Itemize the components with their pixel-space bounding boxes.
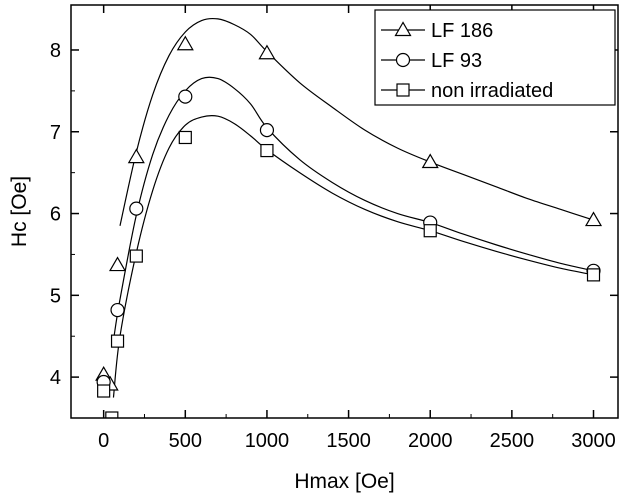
plot-frame <box>70 4 619 419</box>
y-tick-label: 8 <box>50 40 61 62</box>
legend-marker-lf-93 <box>395 52 411 68</box>
x-tick-label: 3000 <box>571 430 616 452</box>
data-point-lf-186 <box>584 211 603 227</box>
data-point-non-irradiated <box>260 143 274 158</box>
legend-label-non-irradiated: non irradiated <box>431 80 553 102</box>
x-tick-label: 2500 <box>490 430 535 452</box>
x-axis-title: Hmax [Oe] <box>294 470 394 493</box>
x-tick-label: 0 <box>98 430 109 452</box>
data-point-lf-186 <box>421 153 439 169</box>
data-point-lf-93 <box>259 123 275 138</box>
data-point-non-irradiated <box>105 411 119 418</box>
legend-marker-lf-186 <box>394 21 412 37</box>
series-line-non-irradiated <box>112 115 594 398</box>
data-point-lf-186 <box>108 256 127 272</box>
series-line-lf-186 <box>119 17 594 226</box>
y-tick-label: 6 <box>50 204 61 226</box>
legend-label-lf-93: LF 93 <box>431 50 482 72</box>
x-tick-label: 2000 <box>408 430 453 452</box>
data-point-non-irradiated <box>586 268 601 282</box>
data-point-non-irradiated <box>178 130 192 145</box>
data-point-lf-93 <box>129 201 144 216</box>
legend-marker-non-irradiated <box>396 83 410 97</box>
data-point-lf-186 <box>127 148 145 164</box>
legend-label-lf-186: LF 186 <box>431 20 493 42</box>
legend-box <box>374 9 616 106</box>
data-point-non-irradiated <box>110 334 125 348</box>
y-tick-label: 7 <box>50 122 61 144</box>
data-point-lf-186 <box>176 35 194 51</box>
x-tick-label: 500 <box>169 430 202 452</box>
data-point-non-irradiated <box>97 384 111 398</box>
y-tick-label: 4 <box>50 367 61 389</box>
data-point-lf-93 <box>110 302 125 318</box>
x-tick-label: 1000 <box>245 430 290 452</box>
data-point-lf-186 <box>258 44 276 60</box>
x-tick-label: 1500 <box>326 430 371 452</box>
y-axis-title: Hc [Oe] <box>8 176 31 247</box>
series-line-lf-93 <box>112 76 594 341</box>
data-point-lf-93 <box>178 89 193 104</box>
data-point-non-irradiated <box>423 224 437 238</box>
data-point-non-irradiated <box>129 249 143 263</box>
y-tick-label: 5 <box>50 285 61 307</box>
